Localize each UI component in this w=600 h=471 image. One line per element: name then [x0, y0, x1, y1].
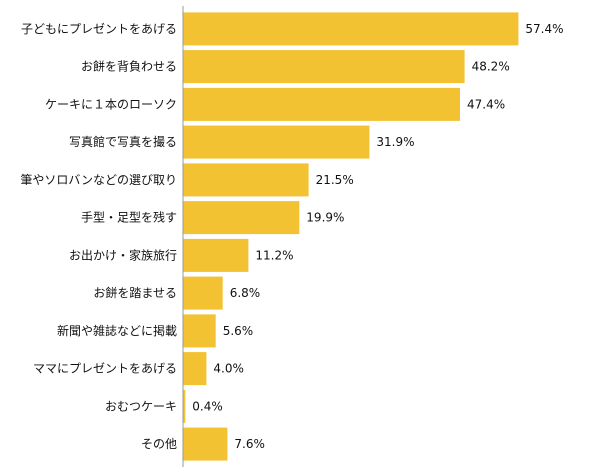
category-label-10: おむつケーキ: [105, 399, 177, 413]
bar-11: [183, 427, 228, 461]
category-label-5: 手型・足型を残す: [81, 211, 177, 225]
bars-group: [183, 12, 519, 461]
bar-8: [183, 314, 216, 348]
bar-0: [183, 12, 519, 46]
bar-5: [183, 201, 300, 235]
value-label-4: 21.5%: [316, 173, 354, 187]
category-label-3: 写真館で写真を撮る: [69, 134, 177, 149]
bar-1: [183, 50, 465, 84]
bar-6: [183, 238, 249, 272]
category-label-9: ママにプレゼントをあげる: [33, 362, 177, 376]
bar-9: [183, 352, 207, 386]
category-label-8: 新聞や雑誌などに掲載: [57, 323, 177, 338]
value-label-9: 4.0%: [213, 362, 244, 376]
bar-7: [183, 276, 223, 310]
bar-4: [183, 163, 309, 197]
value-label-11: 7.6%: [234, 437, 265, 451]
bar-2: [183, 87, 460, 121]
value-label-3: 31.9%: [376, 135, 414, 149]
value-label-2: 47.4%: [467, 97, 505, 111]
value-label-5: 19.9%: [306, 211, 344, 225]
category-labels-group: 子どもにプレゼントをあげるお餅を背負わせるケーキに１本のローソク写真館で写真を撮…: [20, 22, 177, 451]
value-label-0: 57.4%: [525, 22, 563, 36]
category-label-0: 子どもにプレゼントをあげる: [21, 22, 177, 36]
value-label-8: 5.6%: [223, 324, 254, 338]
category-label-11: その他: [141, 437, 177, 451]
category-label-2: ケーキに１本のローソク: [45, 97, 177, 111]
value-label-10: 0.4%: [192, 399, 223, 413]
category-label-4: 筆やソロバンなどの選び取り: [20, 173, 177, 187]
category-label-7: お餅を踏ませる: [93, 285, 177, 300]
value-label-7: 6.8%: [230, 286, 261, 300]
category-label-1: お餅を背負わせる: [81, 59, 177, 74]
bar-10: [183, 389, 186, 423]
category-label-6: お出かけ・家族旅行: [69, 247, 177, 262]
value-label-1: 48.2%: [472, 60, 510, 74]
value-label-6: 11.2%: [255, 248, 293, 262]
bar-3: [183, 125, 370, 159]
value-labels-group: 57.4% 48.2% 47.4% 31.9% 21.5% 19.9% 11.2% 6.8% 5…: [192, 22, 563, 451]
